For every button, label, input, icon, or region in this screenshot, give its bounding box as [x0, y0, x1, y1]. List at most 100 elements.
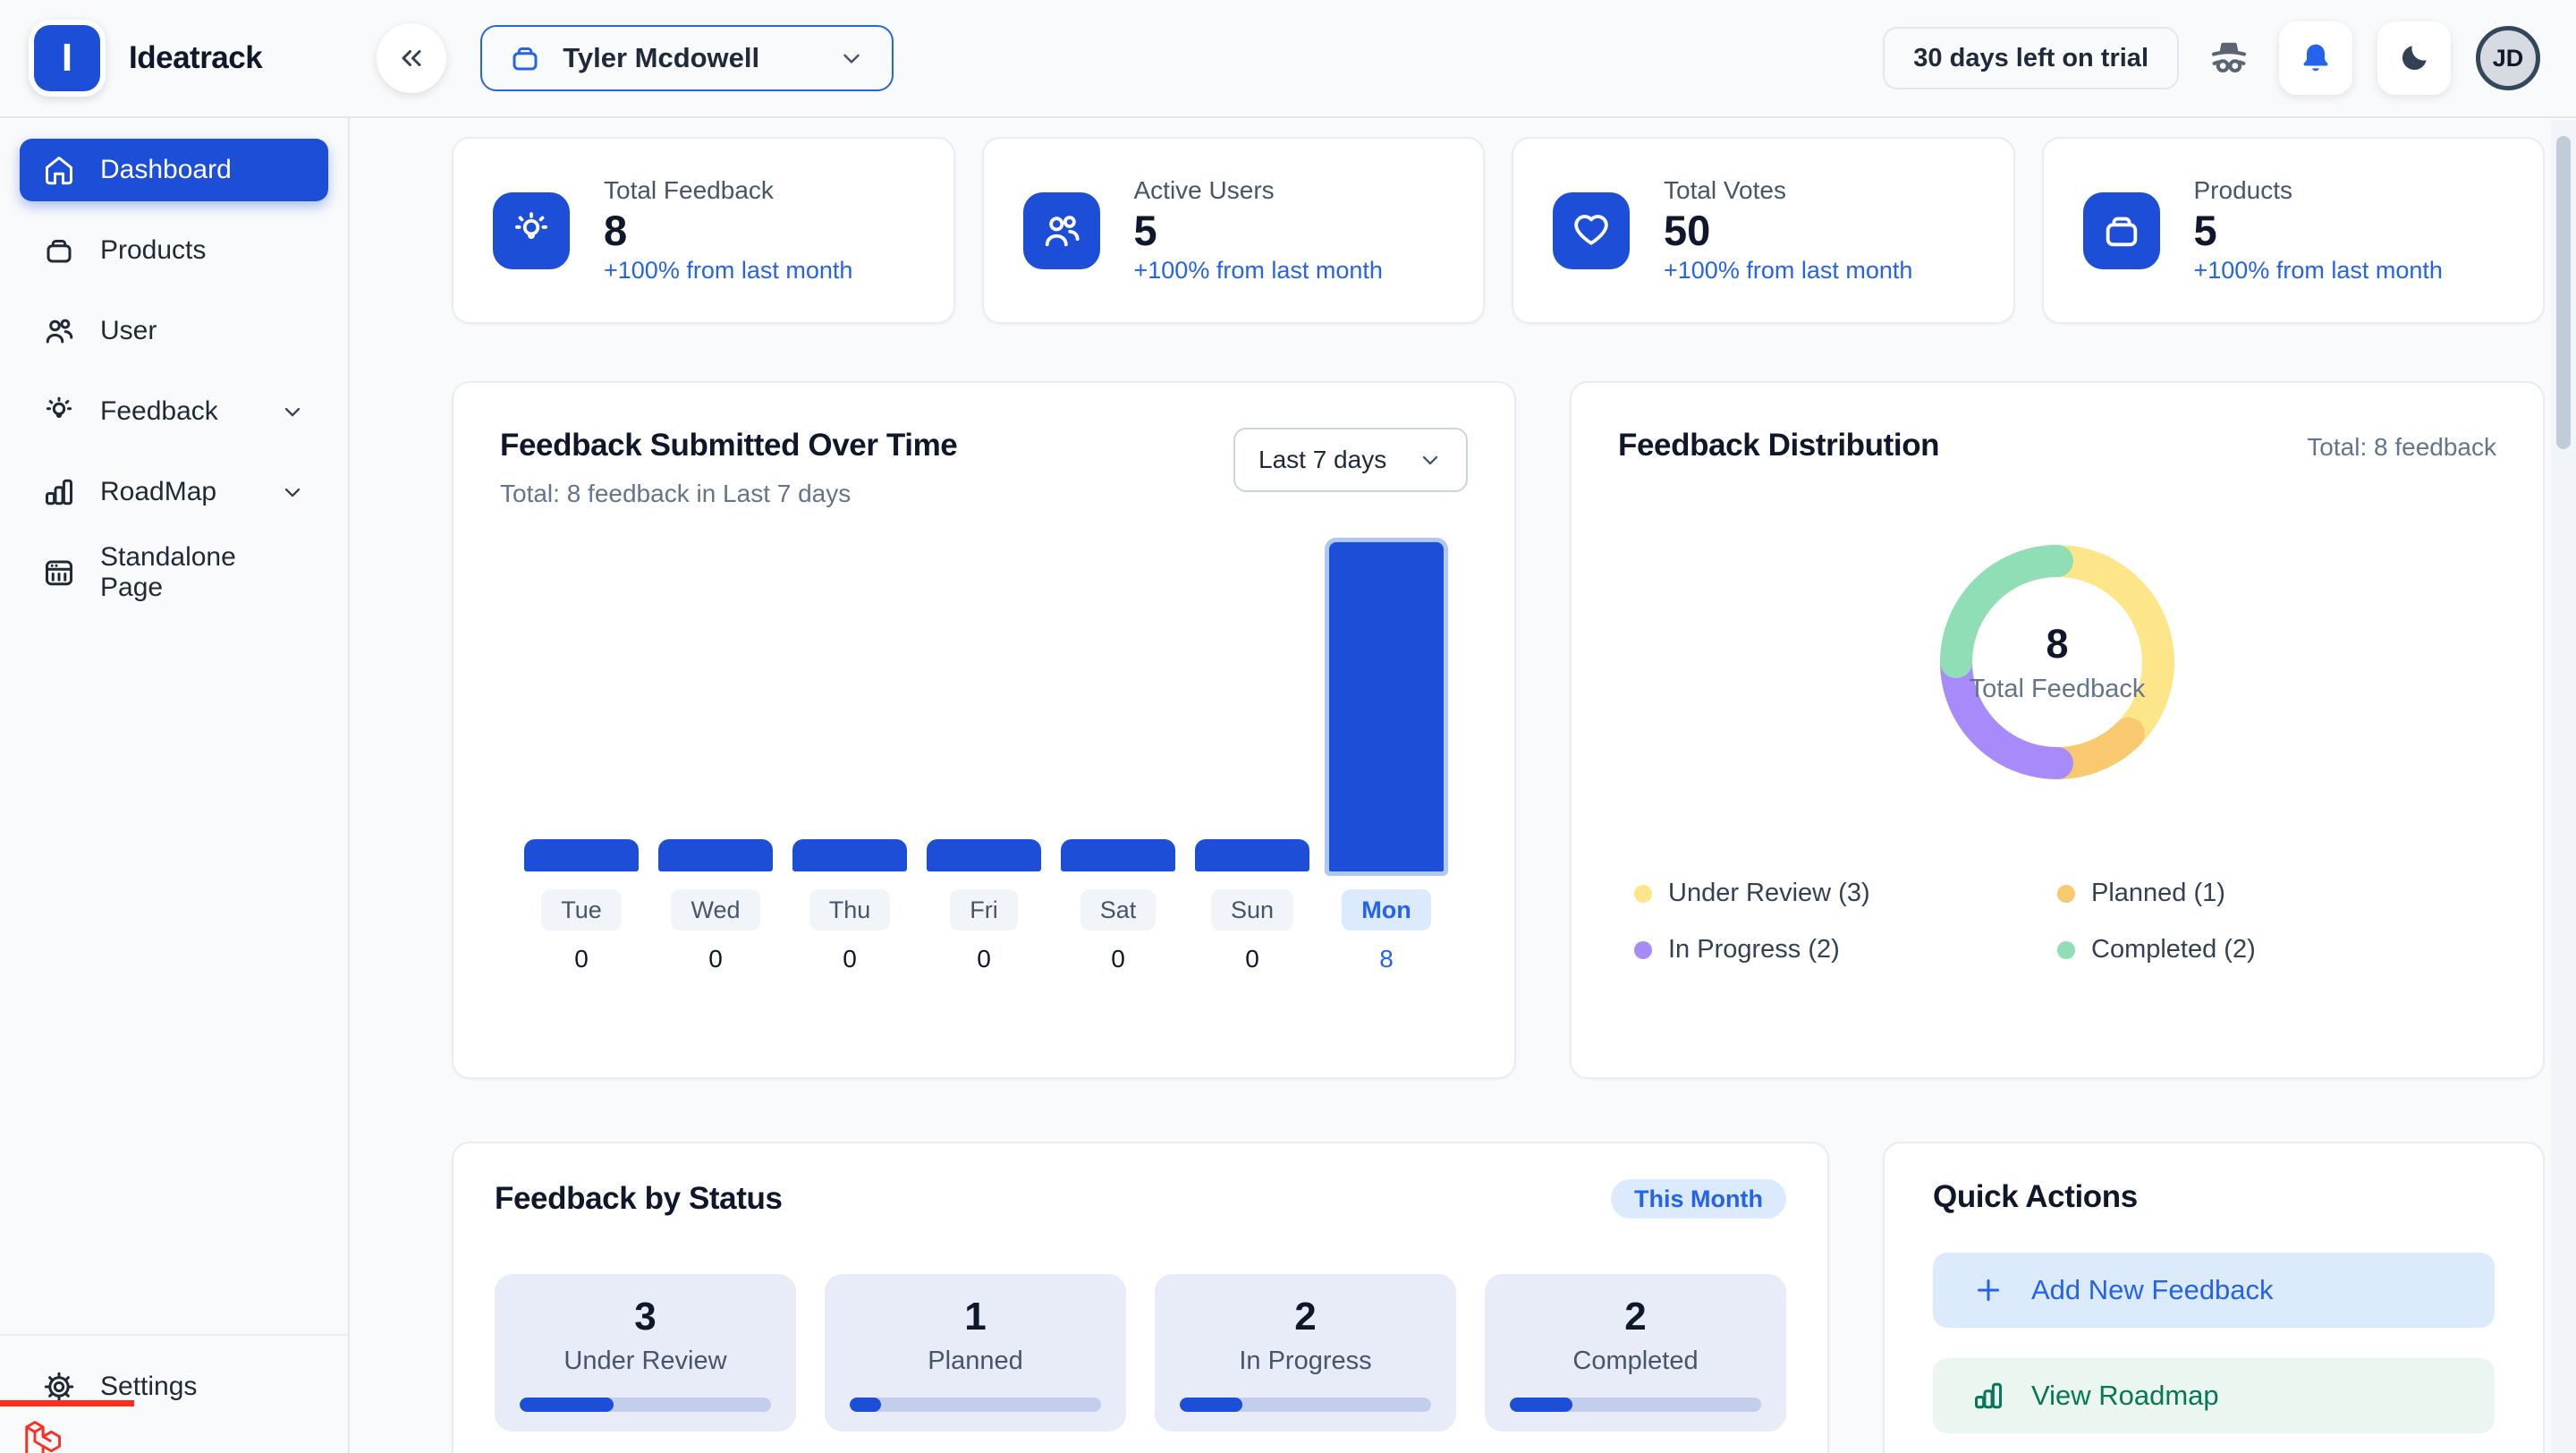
- sidebar-item-user[interactable]: User: [20, 300, 328, 362]
- sidebar-item-dashboard[interactable]: Dashboard: [20, 139, 328, 201]
- product-icon: [2082, 191, 2160, 269]
- status-progress-track: [520, 1397, 771, 1412]
- sidebar-item-label: Standalone Page: [100, 542, 236, 602]
- feedback-over-time-card: Feedback Submitted Over Time Total: 8 fe…: [452, 381, 1516, 1079]
- bar: [1329, 542, 1444, 871]
- stat-card-products: Products 5 +100% from last month: [2041, 137, 2545, 324]
- status-grid: 3 Under Review 1 Planned 2 In Progress 2 Comple…: [495, 1274, 1786, 1432]
- legend-dot: [1634, 940, 1652, 959]
- stat-value: 8: [604, 206, 628, 254]
- stat-value: 5: [1133, 206, 1157, 254]
- status-progress-track: [850, 1397, 1101, 1412]
- bar-column-tue: Tue 0: [514, 533, 648, 1032]
- bar-column-wed: Wed 0: [648, 533, 783, 1032]
- bar-value-label: 0: [708, 945, 723, 973]
- dark-mode-toggle[interactable]: [2377, 21, 2451, 95]
- topbar-actions: 30 days left on trial JD: [1883, 21, 2540, 95]
- plus-icon: [1972, 1274, 2004, 1306]
- scrollbar-thumb[interactable]: [2556, 136, 2571, 449]
- sidebar-nav: Dashboard Products User Feedback RoadMap Stan…: [0, 118, 348, 604]
- lightbulb-icon: [493, 191, 570, 269]
- status-mini-card-planned: 1 Planned: [825, 1274, 1126, 1432]
- status-count: 1: [964, 1294, 987, 1338]
- quick-action-label: View Roadmap: [2031, 1380, 2219, 1411]
- status-label: Completed: [1572, 1346, 1699, 1375]
- legend-dot: [2057, 940, 2075, 959]
- bar: [658, 839, 773, 871]
- bottom-row: Feedback by Status This Month 3 Under Rev…: [452, 1142, 2545, 1453]
- main-content: Total Feedback 8 +100% from last month Acti…: [350, 118, 2576, 1453]
- month-badge: This Month: [1611, 1179, 1786, 1219]
- status-count: 2: [1294, 1294, 1317, 1338]
- status-progress-fill: [850, 1397, 882, 1412]
- status-progress-track: [1180, 1397, 1431, 1412]
- bar-value-label: 0: [1111, 945, 1125, 973]
- bar: [1061, 839, 1175, 871]
- product-icon: [43, 234, 75, 267]
- feedback-by-status-card: Feedback by Status This Month 3 Under Rev…: [452, 1142, 1829, 1453]
- chevron-down-icon: [280, 480, 305, 505]
- status-mini-card-in-progress: 2 In Progress: [1155, 1274, 1456, 1432]
- impersonate-button[interactable]: [2204, 33, 2254, 83]
- bar: [524, 839, 639, 871]
- bar-column-thu: Thu 0: [783, 533, 917, 1032]
- bar-column-fri: Fri 0: [917, 533, 1051, 1032]
- sidebar-item-feedback[interactable]: Feedback: [20, 380, 328, 443]
- standalone-icon: [43, 557, 75, 589]
- bar-value-label: 0: [1245, 945, 1259, 973]
- stat-value: 50: [1664, 206, 1711, 254]
- quick-actions-card: Quick Actions Add New Feedback View Roadm…: [1883, 1142, 2545, 1453]
- bar-chart: Tue 0 Wed 0 Thu 0 Fri 0 Sat 0 Sun 0 Mon 8: [500, 533, 1468, 1032]
- stat-delta: +100% from last month: [2193, 257, 2443, 285]
- bar-column-sun: Sun 0: [1185, 533, 1319, 1032]
- stat-card-total-feedback: Total Feedback 8 +100% from last month: [452, 137, 955, 324]
- sidebar: Dashboard Products User Feedback RoadMap Stan…: [0, 118, 350, 1453]
- quick-action-add-new-feedback[interactable]: Add New Feedback: [1933, 1253, 2495, 1328]
- avatar[interactable]: JD: [2476, 26, 2540, 90]
- bar-column-mon: Mon 8: [1319, 533, 1453, 1032]
- quick-actions-list: Add New Feedback View Roadmap: [1933, 1253, 2495, 1453]
- bar-category-label: Thu: [809, 889, 891, 930]
- sidebar-item-settings[interactable]: Settings: [20, 1355, 328, 1418]
- donut-legend: Under Review (3) Planned (1) In Progress (…: [1618, 879, 2496, 964]
- status-progress-track: [1510, 1397, 1761, 1412]
- chevron-down-icon: [280, 399, 305, 424]
- donut-center-label: Total Feedback: [1969, 674, 2146, 703]
- quick-action-view-roadmap[interactable]: View Roadmap: [1933, 1358, 2495, 1433]
- moon-icon: [2397, 41, 2431, 75]
- status-mini-card-under-review: 3 Under Review: [495, 1274, 796, 1432]
- chevrons-left-icon: [395, 42, 428, 74]
- sidebar-item-standalone-page[interactable]: Standalone Page: [20, 541, 328, 604]
- stats-row: Total Feedback 8 +100% from last month Acti…: [452, 137, 2545, 324]
- gear-icon: [43, 1371, 75, 1403]
- stat-delta: +100% from last month: [604, 257, 853, 285]
- range-select[interactable]: Last 7 days: [1233, 428, 1468, 492]
- bar-value-label: 0: [977, 945, 991, 973]
- users-icon: [1022, 191, 1100, 269]
- bar-value-label: 0: [843, 945, 857, 973]
- legend-label: In Progress (2): [1668, 935, 1840, 964]
- legend-dot: [1634, 884, 1652, 903]
- bar: [792, 839, 907, 871]
- donut-chart-title: Feedback Distribution: [1618, 428, 1940, 463]
- donut-rings: [1940, 545, 2174, 779]
- laravel-logo-icon[interactable]: [21, 1418, 63, 1453]
- chevron-down-icon: [838, 45, 865, 72]
- roadmap-icon: [43, 476, 75, 508]
- bar-category-label: Mon: [1342, 889, 1431, 930]
- sidebar-item-roadmap[interactable]: RoadMap: [20, 461, 328, 523]
- status-card-title: Feedback by Status: [495, 1181, 783, 1216]
- sidebar-item-label: User: [100, 316, 157, 345]
- workspace-selector[interactable]: Tyler Mcdowell: [480, 25, 894, 91]
- sidebar-collapse-button[interactable]: [377, 23, 447, 93]
- product-icon: [509, 42, 541, 74]
- status-label: Under Review: [564, 1346, 727, 1375]
- status-progress-fill: [1180, 1397, 1243, 1412]
- notifications-button[interactable]: [2279, 21, 2352, 95]
- legend-label: Completed (2): [2091, 935, 2256, 964]
- home-icon: [43, 154, 75, 186]
- range-select-value: Last 7 days: [1258, 446, 1387, 473]
- sidebar-item-products[interactable]: Products: [20, 219, 328, 282]
- quick-actions-title: Quick Actions: [1933, 1179, 2138, 1214]
